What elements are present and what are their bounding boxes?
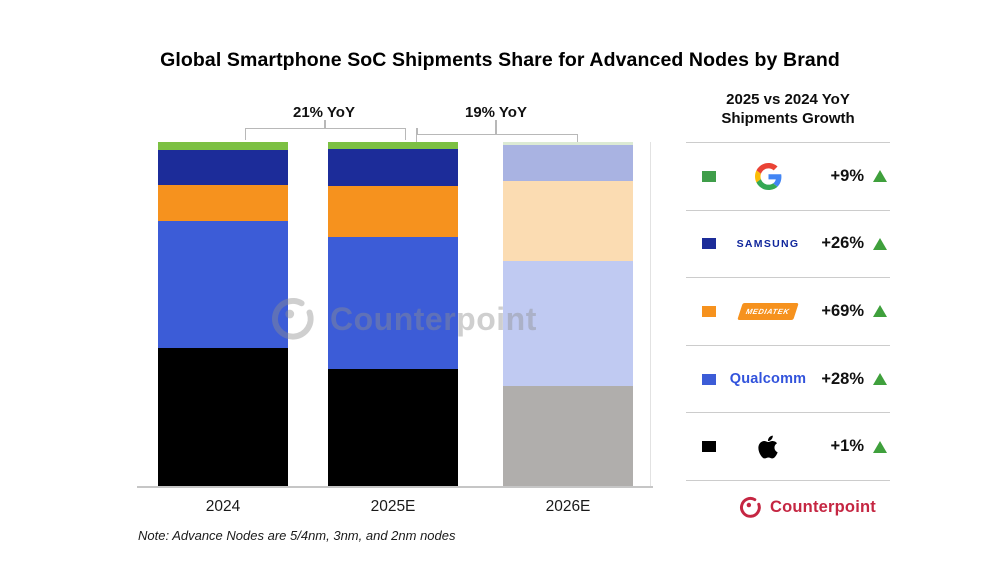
yoy-growth-label-2024-2025: 21% YoY bbox=[293, 104, 355, 121]
samsung-series-swatch bbox=[702, 238, 716, 250]
x-axis-label-2024: 2024 bbox=[205, 498, 241, 515]
bar-segment-samsung-2026e bbox=[503, 144, 633, 181]
stacked-bar-2024 bbox=[158, 142, 288, 486]
legend-row-samsung: SAMSUNG +26% bbox=[686, 209, 890, 278]
apple-growth-value: +1% bbox=[830, 437, 864, 456]
samsung-logo-icon: SAMSUNG bbox=[736, 237, 800, 250]
qualcomm-series-swatch bbox=[702, 373, 716, 385]
legend-header: 2025 vs 2024 YoY Shipments Growth bbox=[686, 90, 890, 128]
bar-segment-mediatek-2026e bbox=[503, 180, 633, 262]
bar-segment-google-2026e bbox=[503, 142, 633, 145]
legend-row-qualcomm: Qualcomm +28% bbox=[686, 344, 890, 413]
bar-segment-mediatek-2025e bbox=[328, 186, 458, 237]
bar-segment-google-2024 bbox=[158, 142, 288, 151]
samsung-growth-value: +26% bbox=[821, 234, 864, 253]
x-axis-label-2026e: 2026E bbox=[545, 498, 591, 515]
yoy-bracket-1 bbox=[245, 128, 406, 140]
stacked-bar-2026e bbox=[503, 142, 633, 486]
apple-series-swatch bbox=[702, 441, 716, 453]
footnote: Note: Advance Nodes are 5/4nm, 3nm, and … bbox=[138, 528, 456, 543]
counterpoint-logo-icon bbox=[740, 497, 761, 518]
yoy-growth-label-2025-2026: 19% YoY bbox=[465, 104, 527, 121]
legend-row-google: +9% bbox=[686, 142, 890, 210]
x-axis-line bbox=[137, 486, 653, 488]
legend-header-line1: 2025 vs 2024 YoY bbox=[726, 91, 850, 108]
google-series-swatch bbox=[702, 170, 716, 182]
google-growth-up-triangle-icon bbox=[873, 170, 887, 183]
mediatek-growth-up-triangle-icon bbox=[873, 305, 887, 318]
mediatek-logo-icon: MEDIATEK bbox=[728, 302, 808, 320]
counterpoint-logo: Counterpoint bbox=[739, 496, 876, 519]
bar-segment-mediatek-2024 bbox=[158, 185, 288, 222]
yoy-bracket-1-tick bbox=[324, 120, 326, 128]
qualcomm-growth-value: +28% bbox=[821, 369, 864, 388]
plot-right-spine bbox=[650, 142, 651, 487]
stacked-bar-2025e bbox=[328, 142, 458, 486]
bar-segment-apple-2024 bbox=[158, 348, 288, 486]
counterpoint-logo-text: Counterpoint bbox=[770, 498, 876, 516]
google-logo-icon bbox=[728, 162, 808, 190]
apple-logo-icon bbox=[728, 433, 808, 461]
x-axis-label-2025e: 2025E bbox=[370, 498, 416, 515]
bar-segment-apple-2025e bbox=[328, 369, 458, 486]
bar-segment-samsung-2024 bbox=[158, 150, 288, 186]
bar-segment-samsung-2025e bbox=[328, 149, 458, 187]
google-growth-value: +9% bbox=[830, 166, 864, 185]
mediatek-growth-value: +69% bbox=[821, 301, 864, 320]
legend-header-line2: Shipments Growth bbox=[721, 110, 855, 127]
legend-row-mediatek: MEDIATEK +69% bbox=[686, 277, 890, 345]
yoy-bracket-2-left-riser bbox=[416, 128, 418, 134]
page-title: Global Smartphone SoC Shipments Share fo… bbox=[160, 49, 840, 71]
bar-segment-apple-2026e bbox=[503, 386, 633, 486]
legend-panel: +9% SAMSUNG +26% MEDIATEK +69% Qualcomm … bbox=[686, 142, 890, 481]
bar-segment-qualcomm-2025e bbox=[328, 236, 458, 370]
qualcomm-logo-icon: Qualcomm bbox=[729, 371, 807, 388]
bar-segment-qualcomm-2026e bbox=[503, 261, 633, 387]
mediatek-series-swatch bbox=[702, 305, 716, 317]
yoy-bracket-2-tick bbox=[495, 120, 497, 134]
yoy-bracket-2 bbox=[416, 134, 578, 144]
bar-segment-qualcomm-2024 bbox=[158, 221, 288, 349]
bar-segment-google-2025e bbox=[328, 142, 458, 150]
legend-row-apple: +1% bbox=[686, 412, 890, 480]
samsung-growth-up-triangle-icon bbox=[873, 237, 887, 250]
apple-growth-up-triangle-icon bbox=[873, 440, 887, 453]
qualcomm-growth-up-triangle-icon bbox=[873, 373, 887, 386]
